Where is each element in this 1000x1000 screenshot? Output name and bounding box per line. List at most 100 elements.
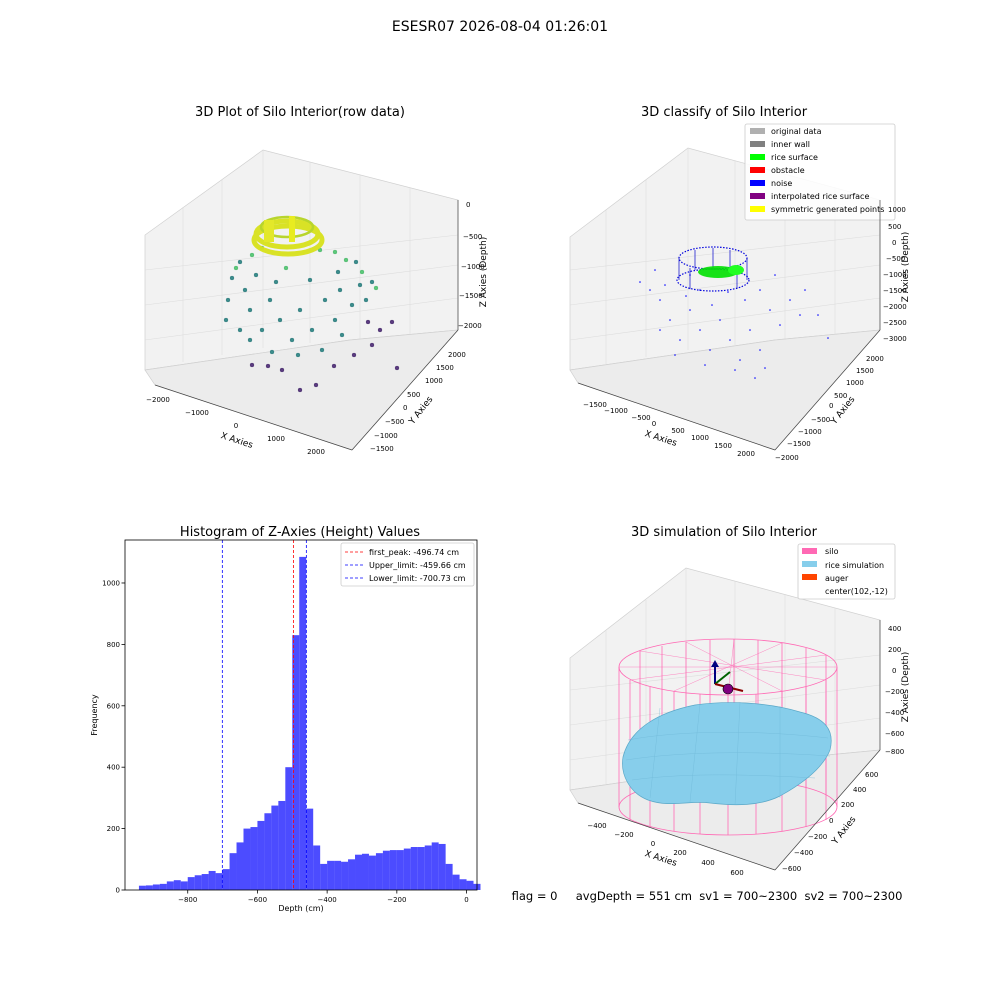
panel-raw-xtick: 0 [234,422,238,430]
panel-classify-xtick: 2000 [737,450,755,458]
histogram-bar [459,879,467,890]
panel-simulation-ztick: −800 [885,748,904,756]
histogram-bar [208,870,216,890]
status-footer: flag = 0 avgDepth = 551 cm sv1 = 700~230… [512,889,903,903]
panel-simulation-ztick: 400 [888,625,901,633]
panel-raw-points [223,215,400,393]
histogram-bar [278,800,286,890]
panel-simulation-title: 3D simulation of Silo Interior [631,525,818,540]
legend-label-center: center(102,-12) [825,587,888,596]
panel-simulation-ylabel: Y Axies [830,815,859,848]
panel-simulation-ztick: −400 [885,709,904,717]
histogram-bar [215,873,223,890]
panel-classify-ytick: 1500 [856,367,874,375]
panel-raw-title: 3D Plot of Silo Interior(row data) [195,105,405,120]
panel-simulation-ytick: −200 [808,833,827,841]
panel-classify-ytick: 2000 [866,355,884,363]
histogram-bar [173,880,181,890]
legend-swatch-rice-simulation [802,561,817,567]
panel-simulation-3d: 3D simulation of Silo Interior [569,525,911,877]
panel-raw-ylabel: Y Axies [407,395,436,428]
panel-simulation-ytick: −600 [782,865,801,873]
panel-simulation-zlabel: Z Axies (Depth) [901,652,911,723]
histogram-bar [152,884,160,890]
histogram-y-tick-label: 0 [116,887,120,895]
histogram-bar [375,853,383,890]
panel-classify-xtick: −1500 [583,401,607,409]
legend-swatch-silo [802,548,817,554]
legend-label-lower-limit: Lower_limit: -700.73 cm [369,574,466,583]
panel-raw-xlabel: X Axies [219,431,254,451]
histogram-bar [389,850,397,890]
histogram-bar [201,874,209,890]
histogram-bar [194,875,202,890]
histogram-bar [452,874,460,890]
panel-simulation-xtick: 200 [673,849,686,857]
panel-raw-ztick: −2000 [458,322,482,330]
histogram-xlabel: Depth (cm) [278,904,323,913]
histogram-x-tick-label: −400 [318,896,337,904]
panel-histogram: Histogram of Z-Axies (Height) Values −80… [90,525,481,913]
legend-swatch-obstacle [750,167,765,173]
legend-label-upper-limit: Upper_limit: -459.66 cm [369,561,466,570]
panel-classify-xtick: −500 [631,414,650,422]
panel-simulation-ytick: 0 [829,817,833,825]
panel-classify-ytick: −1000 [798,428,822,436]
legend-swatch-interpolated-rice-surface [750,193,765,199]
panel-raw-ytick: −500 [385,418,404,426]
panel-classify-ytick: −500 [811,416,830,424]
histogram-bars [138,556,481,890]
histogram-bar [138,885,146,890]
panel-classify-title: 3D classify of Silo Interior [641,105,808,120]
panel-raw-ztick: −500 [463,233,482,241]
panel-raw-ytick: 0 [403,404,407,412]
legend-label-rice-surface: rice surface [771,153,818,162]
legend-label-obstacle: obstacle [771,166,805,175]
panel-classify-zlabel: Z Axies (Depth) [901,232,911,303]
panel-classify-xtick: −1000 [604,407,628,415]
legend-label-silo: silo [825,547,839,556]
histogram-x-ticks: −800 −600 −400 −200 0 [178,890,469,904]
panel-classify-legend: original data inner wall rice surface ob… [744,123,896,221]
panel-raw-ztick: −1500 [459,292,483,300]
panel-classify-ytick: −1500 [787,440,811,448]
histogram-bar [431,842,439,890]
panel-classify-ztick: −3000 [883,335,907,343]
panel-simulation-legend: silo rice simulation auger center(102,-1… [797,543,896,600]
histogram-bar [424,845,432,890]
histogram-bar [361,853,369,890]
panel-classify-points [639,246,829,379]
histogram-bar [396,850,404,890]
panel-classify-xtick: 0 [652,420,656,428]
histogram-bar [180,881,188,890]
panel-raw-ytick: 500 [407,391,420,399]
histogram-bar [410,847,418,890]
histogram-ylabel: Frequency [90,694,99,736]
legend-label-interpolated-rice-surface: interpolated rice surface [771,192,869,201]
panel-raw-xtick: 1000 [267,435,285,443]
legend-swatch-inner-wall [750,141,765,147]
histogram-bar [355,854,362,890]
histogram-bar [187,877,195,890]
panel-simulation-xtick: 400 [701,859,714,867]
histogram-y-tick-label: 1000 [102,579,120,587]
panel-simulation-ztick: −200 [885,688,904,696]
panel-raw-ztick: 0 [466,201,470,209]
histogram-x-tick-label: −200 [387,896,406,904]
histogram-bar [466,880,474,890]
panel-raw-panes [144,149,459,451]
histogram-title: Histogram of Z-Axies (Height) Values [180,525,420,540]
panel-simulation-ytick: 600 [865,771,878,779]
histogram-bar [299,556,307,890]
histogram-bar [145,885,153,890]
panel-raw-ytick: −1500 [370,445,394,453]
histogram-bar [236,842,244,890]
legend-swatch-auger [802,574,817,580]
panel-classify-ztick: 500 [888,223,901,231]
histogram-bar [285,767,293,890]
panel-raw-ytick: 1500 [436,364,454,372]
panel-classify-ztick: −500 [886,255,905,263]
legend-swatch-symmetric-generated-points [750,206,765,212]
panel-simulation-rice-surface [622,701,832,806]
panel-raw-xtick: 2000 [307,448,325,456]
